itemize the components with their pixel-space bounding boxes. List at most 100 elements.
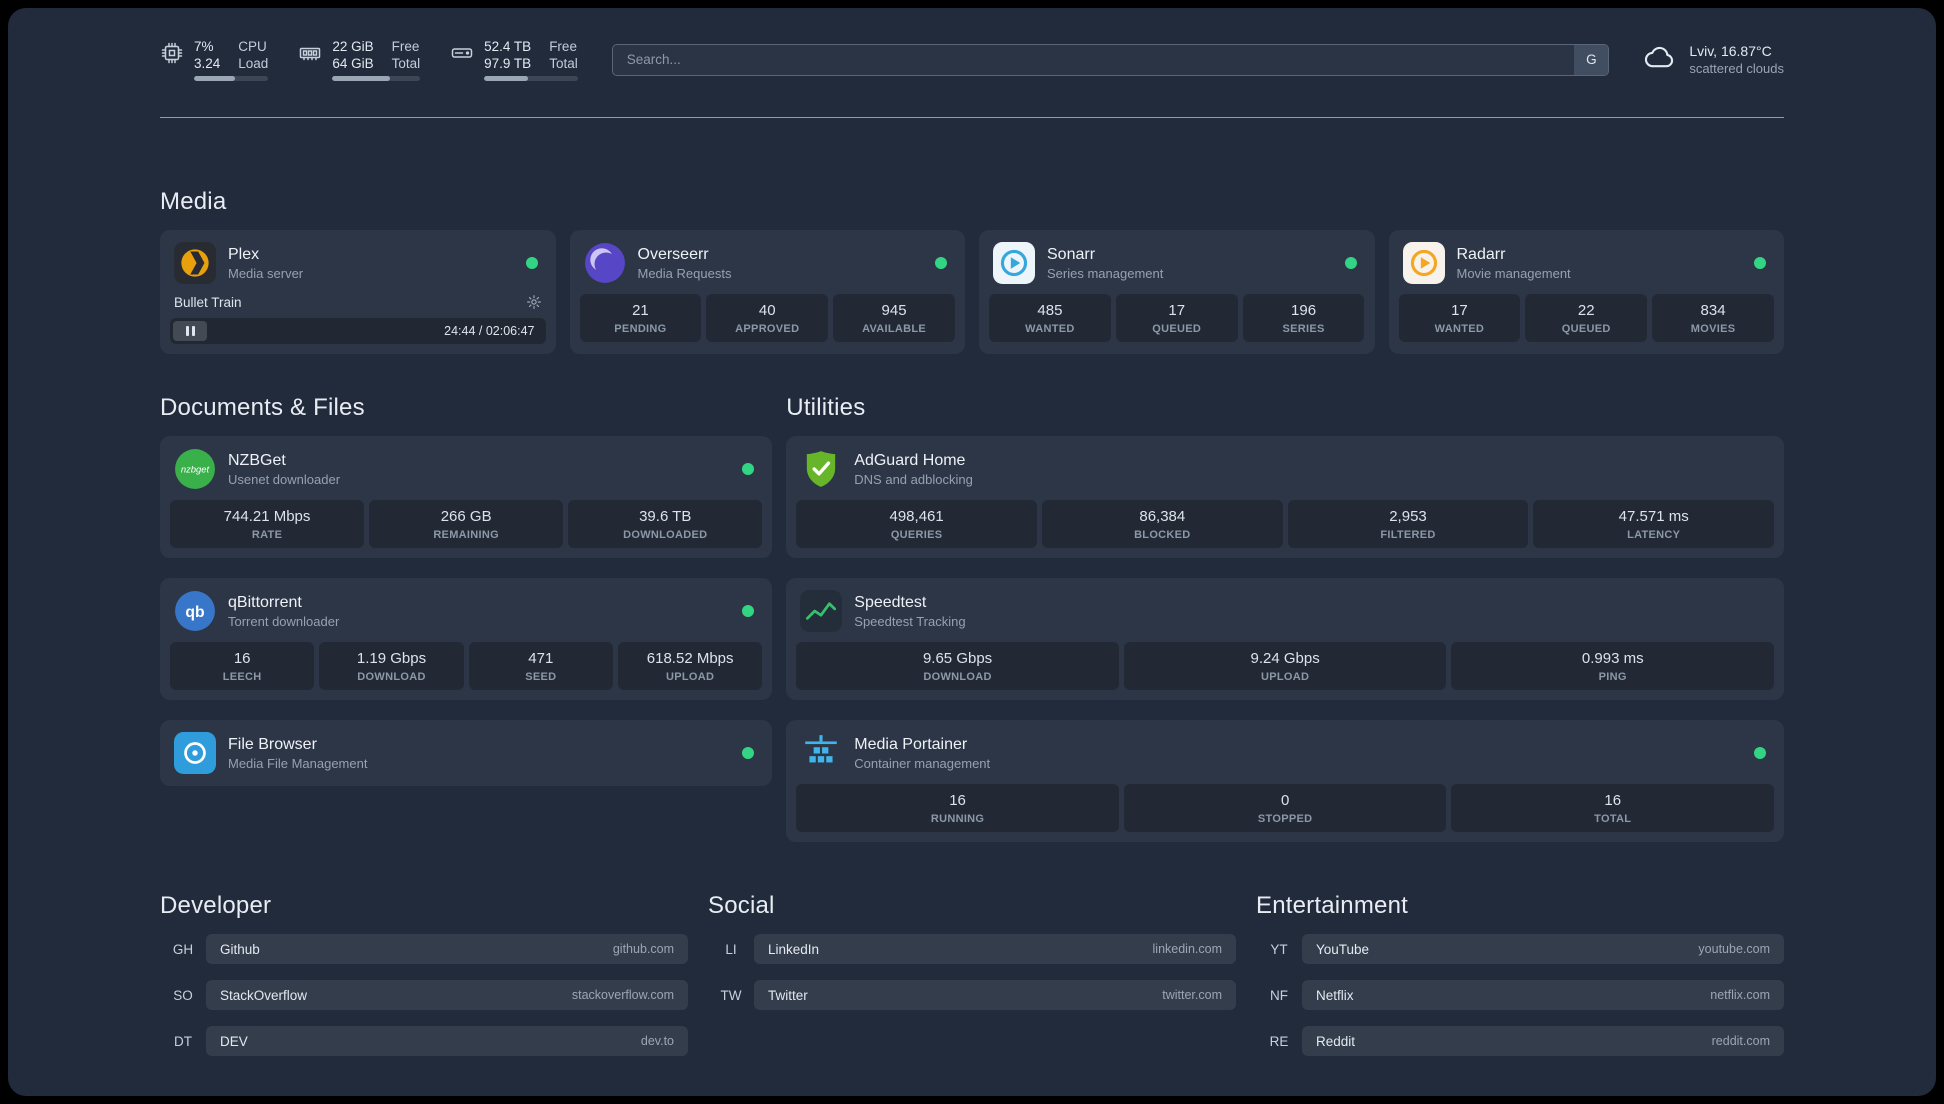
speedtest-card: Speedtest Speedtest Tracking 9.65 Gbps DO…: [786, 578, 1784, 700]
utilities-section: Utilities AdGuard Home DNS and adblockin…: [786, 394, 1784, 842]
bookmark-pill: YouTube youtube.com: [1302, 934, 1784, 964]
stat-block: 834 MOVIES: [1652, 294, 1774, 342]
stat-block: 40 APPROVED: [706, 294, 829, 342]
player-progress-bar[interactable]: 24:44 / 02:06:47: [170, 318, 546, 344]
service-name: Overseerr: [637, 245, 709, 263]
stat-block: 0.993 ms PING: [1451, 642, 1775, 690]
cpu-icon: [160, 41, 184, 65]
bookmark-youtube[interactable]: YT YouTube youtube.com: [1256, 934, 1784, 964]
weather-condition: scattered clouds: [1689, 61, 1784, 76]
sonarr-service-link[interactable]: Sonarr Series management: [989, 240, 1365, 286]
nzbget-service-link[interactable]: nzbget NZBGet Usenet downloader: [170, 446, 762, 492]
memory-free: 22 GiB: [332, 39, 374, 54]
bookmark-netflix[interactable]: NF Netflix netflix.com: [1256, 980, 1784, 1010]
cpu-label: CPU: [238, 39, 267, 54]
bookmark-pill: LinkedIn linkedin.com: [754, 934, 1236, 964]
stat-block: 47.571 ms LATENCY: [1533, 500, 1775, 548]
status-dot: [1344, 257, 1357, 269]
weather-location: Lviv, 16.87°C: [1689, 43, 1772, 59]
section-title-social: Social: [708, 892, 775, 919]
stat-block: 16 RUNNING: [796, 784, 1119, 832]
status-dot: [742, 605, 755, 617]
service-name: Plex: [228, 245, 260, 263]
top-bar: 7% CPU 3.24 Load: [160, 38, 1784, 81]
plex-service-link[interactable]: Plex Media server: [170, 240, 546, 286]
pause-button[interactable]: [173, 321, 207, 341]
overseerr-card: Overseerr Media Requests 21 PENDING 40 APP…: [569, 230, 965, 354]
weather-widget: Lviv, 16.87°C scattered clouds: [1643, 40, 1784, 79]
stat-block: 266 GB REMAINING: [369, 500, 564, 548]
bookmark-group-developer: Developer GH Github github.com SO StackO…: [160, 892, 688, 1056]
portainer-icon: [800, 732, 842, 774]
bookmark-group-entertainment: Entertainment YT YouTube youtube.com NF …: [1256, 892, 1784, 1056]
bookmark-stackoverflow[interactable]: SO StackOverflow stackoverflow.com: [160, 980, 688, 1010]
speedtest-service-link[interactable]: Speedtest Speedtest Tracking: [796, 588, 1774, 634]
service-desc: Torrent downloader: [228, 613, 340, 629]
bookmark-abbr: SO: [173, 987, 193, 1003]
bookmark-abbr: RE: [1269, 1033, 1289, 1049]
overseerr-icon: [584, 242, 626, 284]
service-name: Speedtest: [854, 593, 927, 611]
filebrowser-service-link[interactable]: File Browser Media File Management: [170, 730, 762, 776]
qbittorrent-card: qb qBittorrent Torrent downloader 16 LEEC…: [160, 578, 773, 700]
bookmark-linkedin[interactable]: LI LinkedIn linkedin.com: [708, 934, 1236, 964]
bookmark-abbr: GH: [172, 941, 194, 957]
service-name: File Browser: [228, 735, 317, 753]
service-name: AdGuard Home: [854, 451, 966, 469]
stat-block: 22 QUEUED: [1525, 294, 1648, 342]
radarr-card: Radarr Movie management 17 WANTED 22 QUEUE…: [1388, 230, 1784, 354]
service-desc: Series management: [1047, 265, 1164, 281]
bookmark-twitter[interactable]: TW Twitter twitter.com: [708, 980, 1236, 1010]
stat-block: 945 AVAILABLE: [833, 294, 955, 342]
disk-usage-bar: [484, 76, 578, 81]
stat-block: 0 STOPPED: [1123, 784, 1447, 832]
adguard-service-link[interactable]: AdGuard Home DNS and adblocking: [796, 446, 1774, 492]
bookmark-pill: DEV dev.to: [206, 1026, 688, 1056]
search-input[interactable]: [611, 43, 1610, 76]
filebrowser-card: File Browser Media File Management: [160, 720, 773, 786]
stat-block: 498,461 QUERIES: [796, 500, 1037, 548]
sonarr-card: Sonarr Series management 485 WANTED 17 QUE…: [979, 230, 1375, 354]
stat-block: 86,384 BLOCKED: [1041, 500, 1283, 548]
cpu-load: 3.24: [194, 56, 221, 71]
service-desc: Speedtest Tracking: [854, 613, 966, 629]
gear-icon[interactable]: [526, 294, 542, 310]
bookmark-reddit[interactable]: RE Reddit reddit.com: [1256, 1026, 1784, 1056]
disk-total: 97.9 TB: [484, 56, 532, 71]
qbittorrent-service-link[interactable]: qb qBittorrent Torrent downloader: [170, 588, 762, 634]
portainer-service-link[interactable]: Media Portainer Container management: [796, 730, 1774, 776]
pause-icon: [191, 326, 195, 336]
status-dot: [935, 257, 947, 269]
cpu-monitor: 7% CPU 3.24 Load: [160, 38, 269, 81]
player-time: 24:44 / 02:06:47: [444, 324, 535, 338]
overseerr-service-link[interactable]: Overseerr Media Requests: [580, 240, 956, 286]
nzbget-icon: nzbget: [174, 448, 216, 490]
disk-icon: [450, 41, 474, 65]
stat-block: 17 WANTED: [1398, 294, 1521, 342]
radarr-service-link[interactable]: Radarr Movie management: [1399, 240, 1775, 286]
section-title-documents: Documents & Files: [160, 394, 365, 421]
status-dot: [1754, 747, 1766, 759]
stat-block: 17 QUEUED: [1115, 294, 1238, 342]
stat-block: 16 TOTAL: [1451, 784, 1775, 832]
plex-icon: [174, 242, 216, 284]
portainer-card: Media Portainer Container management 16 R…: [786, 720, 1784, 842]
svg-text:nzbget: nzbget: [181, 465, 210, 476]
memory-total: 64 GiB: [332, 56, 374, 71]
bookmark-abbr: NF: [1270, 987, 1288, 1003]
bookmark-github[interactable]: GH Github github.com: [160, 934, 688, 964]
section-title-utilities: Utilities: [786, 394, 866, 421]
header-divider: [160, 117, 1784, 118]
disk-free: 52.4 TB: [484, 39, 532, 54]
bookmark-dev[interactable]: DT DEV dev.to: [160, 1026, 688, 1056]
svg-text:qb: qb: [185, 604, 204, 621]
memory-total-label: Total: [391, 56, 421, 71]
section-title-entertainment: Entertainment: [1256, 892, 1409, 919]
service-name: Radarr: [1456, 245, 1506, 263]
search-provider-button[interactable]: G: [1574, 44, 1609, 75]
service-desc: Container management: [854, 755, 991, 771]
radarr-icon: [1402, 242, 1445, 284]
service-desc: Media server: [228, 265, 304, 281]
bookmark-group-social: Social LI LinkedIn linkedin.com TW Twitt…: [708, 892, 1236, 1056]
resource-monitors: 7% CPU 3.24 Load: [160, 38, 578, 81]
